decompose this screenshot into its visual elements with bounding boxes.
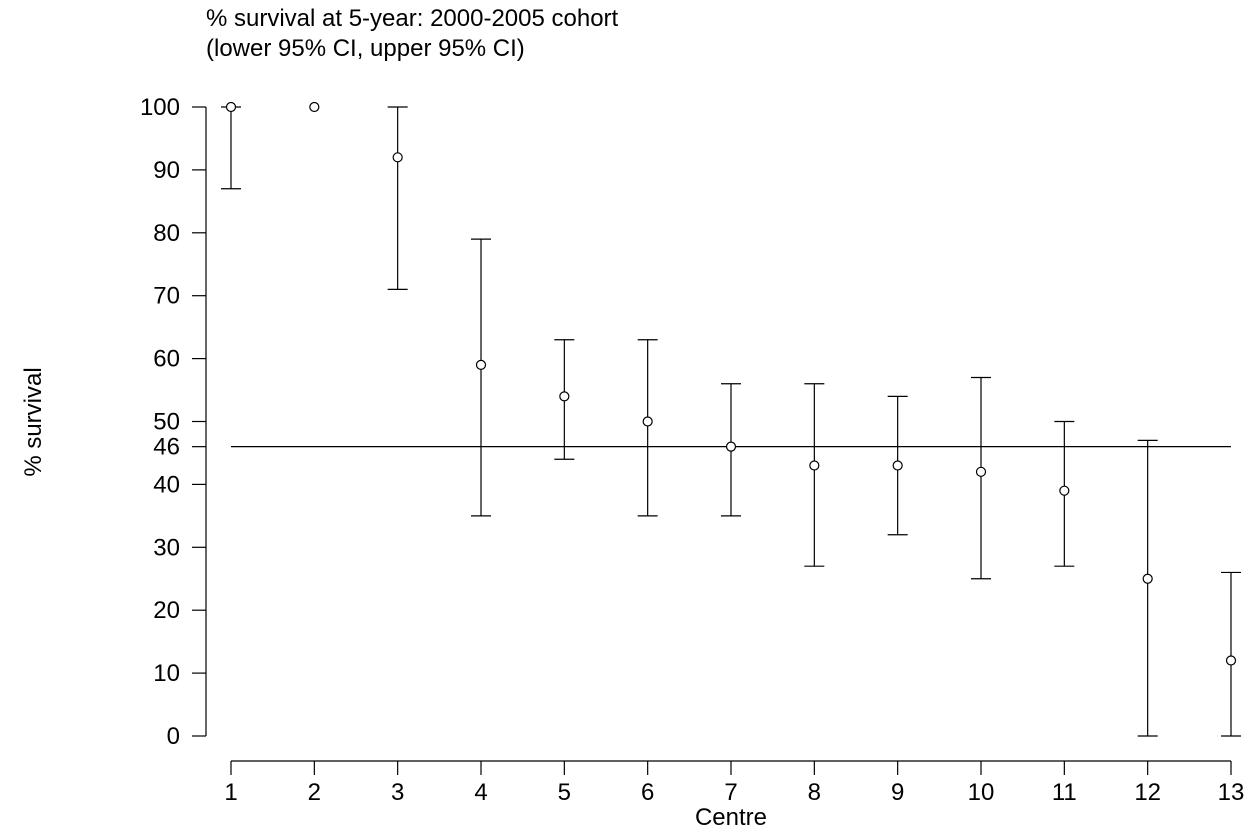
data-point bbox=[1142, 573, 1153, 584]
x-tick-label: 13 bbox=[1218, 779, 1245, 806]
y-tick-label: 60 bbox=[153, 346, 180, 373]
y-tick-label: 30 bbox=[153, 534, 180, 561]
x-tick-label: 2 bbox=[308, 779, 321, 806]
data-point bbox=[559, 391, 570, 402]
x-tick-label: 6 bbox=[641, 779, 654, 806]
data-point bbox=[475, 359, 487, 370]
data-point bbox=[1059, 485, 1070, 496]
x-tick-label: 4 bbox=[474, 779, 487, 806]
data-point bbox=[392, 152, 403, 163]
x-tick-label: 8 bbox=[808, 779, 821, 806]
y-tick-label: 90 bbox=[153, 157, 180, 184]
x-axis-label: Centre bbox=[695, 804, 767, 831]
data-point bbox=[975, 466, 987, 477]
x-tick-label: 1 bbox=[224, 779, 237, 806]
x-tick-label: 7 bbox=[724, 779, 737, 806]
x-tick-label: 9 bbox=[891, 779, 904, 806]
y-tick-label: 10 bbox=[153, 660, 180, 687]
x-tick-label: 11 bbox=[1052, 779, 1077, 806]
y-tick-label: 46 bbox=[153, 434, 180, 461]
x-tick-label: 10 bbox=[968, 779, 995, 806]
data-point bbox=[225, 101, 237, 113]
y-tick-label: 50 bbox=[153, 409, 180, 436]
x-tick-label: 5 bbox=[558, 779, 571, 806]
data-point bbox=[1225, 655, 1237, 666]
y-tick-label: 80 bbox=[153, 220, 180, 247]
data-point bbox=[642, 416, 653, 427]
x-tick-label: 12 bbox=[1134, 779, 1161, 806]
chart-subtitle: (lower 95% CI, upper 95% CI) bbox=[206, 35, 525, 62]
data-point bbox=[892, 460, 903, 471]
data-point bbox=[809, 460, 820, 471]
chart-title: % survival at 5-year: 2000-2005 cohort bbox=[206, 5, 619, 32]
data-point bbox=[309, 101, 320, 113]
data-point bbox=[725, 441, 737, 452]
y-tick-label: 100 bbox=[140, 94, 180, 121]
y-tick-label: 0 bbox=[167, 723, 180, 750]
y-tick-label: 20 bbox=[153, 597, 180, 624]
x-tick-label: 3 bbox=[391, 779, 404, 806]
y-tick-label: 40 bbox=[153, 471, 180, 498]
y-tick-label: 70 bbox=[153, 283, 180, 310]
y-axis-label: % survival bbox=[20, 367, 47, 476]
